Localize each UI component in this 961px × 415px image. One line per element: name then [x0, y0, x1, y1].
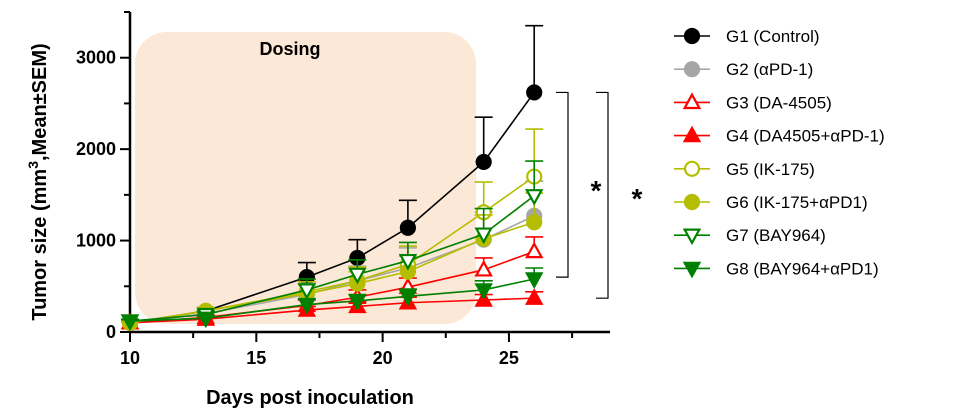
data-point	[526, 214, 543, 231]
data-point	[348, 294, 367, 311]
legend-item: G2 (αPD-1)	[674, 60, 813, 79]
legend-marker	[683, 193, 701, 211]
legend-item: G8 (BAY964+αPD1)	[674, 259, 879, 278]
legend-marker	[682, 261, 702, 279]
legend-marker	[683, 27, 701, 45]
data-point	[196, 311, 216, 329]
y-tick-label: 0	[106, 322, 116, 342]
data-point	[524, 241, 544, 259]
data-point	[120, 314, 140, 332]
data-point	[474, 227, 493, 245]
data-point	[348, 267, 367, 285]
legend-marker	[683, 160, 701, 177]
legend-marker	[682, 92, 702, 110]
legend-label: G4 (DA4505+αPD-1)	[726, 127, 885, 146]
legend-item: G1 (Control)	[674, 27, 820, 46]
x-axis-title: Days post inoculation	[206, 387, 414, 409]
significance-star: *	[591, 175, 602, 206]
data-point	[475, 153, 492, 171]
legend-item: G4 (DA4505+αPD-1)	[674, 125, 885, 146]
x-tick-label: 15	[246, 348, 266, 368]
legend-item: G5 (IK-175)	[674, 160, 815, 179]
series-8	[120, 267, 544, 332]
y-tick-label: 2000	[76, 139, 116, 159]
significance-bracket	[596, 91, 609, 299]
legend-label: G3 (DA-4505)	[726, 93, 832, 112]
data-point	[399, 219, 416, 236]
data-point	[524, 288, 544, 305]
y-axis-title-superscript: 3	[25, 161, 41, 169]
legend-item: G3 (DA-4505)	[674, 92, 832, 112]
x-tick-label: 10	[120, 348, 140, 368]
data-point	[297, 297, 317, 315]
y-axis-title: Tumor size (mm3,Mean±SEM)	[25, 43, 51, 320]
data-point	[526, 84, 543, 101]
data-point	[398, 253, 418, 271]
legend-label: G2 (αPD-1)	[726, 60, 813, 79]
x-tick-label: 20	[373, 348, 393, 368]
legend-label: G6 (IK-175+αPD1)	[726, 193, 868, 212]
dosing-label: Dosing	[260, 39, 321, 59]
legend-label: G8 (BAY964+αPD1)	[726, 259, 879, 278]
data-point	[398, 289, 418, 307]
y-tick-label: 3000	[76, 48, 116, 68]
x-tick-label: 25	[499, 348, 519, 368]
significance-bracket	[556, 91, 569, 278]
data-point	[524, 189, 544, 206]
legend-marker	[683, 61, 701, 78]
legend-item: G7 (BAY964)	[674, 226, 826, 245]
legend-label: G7 (BAY964)	[726, 226, 826, 245]
legend-marker	[682, 228, 702, 246]
data-point	[474, 259, 493, 277]
y-tick-label: 1000	[76, 231, 116, 251]
data-point	[297, 283, 317, 300]
legend-marker	[682, 125, 702, 143]
data-point	[524, 272, 544, 289]
legend-item: G6 (IK-175+αPD1)	[674, 193, 868, 212]
dosing-region	[135, 32, 477, 324]
y-axis-title-part1: Tumor size (mm	[29, 169, 51, 321]
data-point	[474, 283, 493, 300]
legend-label: G5 (IK-175)	[726, 160, 815, 179]
significance-star: *	[632, 183, 643, 214]
legend-label: G1 (Control)	[726, 27, 820, 46]
y-axis-title-part2: ,Mean±SEM)	[29, 43, 51, 161]
